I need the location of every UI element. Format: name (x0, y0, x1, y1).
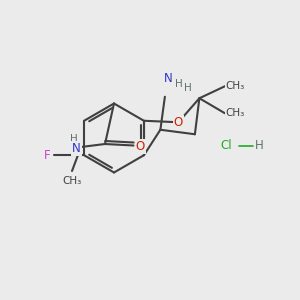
Text: O: O (136, 140, 145, 153)
Text: H: H (255, 139, 264, 152)
Text: H: H (184, 83, 192, 93)
Text: CH₃: CH₃ (226, 81, 245, 91)
Text: N: N (164, 72, 172, 85)
Text: F: F (44, 149, 51, 162)
Text: Cl: Cl (221, 139, 232, 152)
Text: CH₃: CH₃ (226, 108, 245, 118)
Text: N: N (72, 142, 81, 155)
Text: H: H (70, 134, 77, 144)
Text: O: O (174, 116, 183, 129)
Text: H: H (175, 79, 182, 89)
Text: CH₃: CH₃ (62, 176, 82, 187)
